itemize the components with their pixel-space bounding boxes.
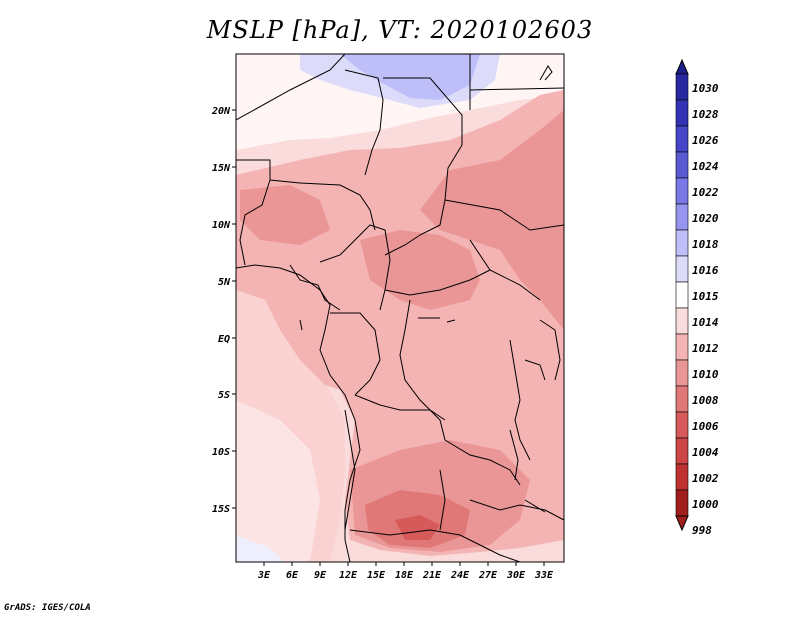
colorbar-swatch [675,151,689,179]
map-panel [236,54,564,562]
colorbar-swatch [675,125,689,153]
colorbar-swatch [675,385,689,413]
colorbar-swatch [675,307,689,335]
map-title: MSLP [hPa], VT: 2020102603 [206,16,594,44]
colorbar-label: 1030 [692,82,719,95]
colorbar-arrow-bottom [675,515,689,532]
colorbar-label: 1014 [692,316,719,329]
colorbar-label: 1000 [692,498,719,511]
colorbar-swatch [675,333,689,361]
field-1016-high [340,54,480,100]
lat-label: 15S [212,504,230,515]
coastlines [236,65,553,562]
colorbar-label: 1002 [692,472,719,485]
colorbar-label: 1010 [692,368,719,381]
colorbar-label: 1015 [692,290,719,303]
colorbar-arrow-top [675,58,689,75]
field-1008-west [240,185,330,245]
lat-axis: 20N 15N 10N 5N EQ 5S 10S 15S [211,106,236,515]
colorbar-label: 1006 [692,420,719,433]
colorbar-label: 1016 [692,264,719,277]
lon-label: 18E [395,570,414,581]
lon-label: 33E [534,570,554,581]
colorbar-swatch [675,463,689,491]
field-1008-central [360,230,480,310]
lon-label: 30E [506,570,526,581]
colorbar-swatch [675,281,689,309]
lat-label: 5N [218,277,231,288]
colorbar-label: 1020 [692,212,719,225]
lon-label: 21E [422,570,442,581]
colorbar: 1030 1028 1026 1024 1022 1020 1018 1016 1015 1014… [675,58,719,537]
colorbar-label: 998 [692,524,712,537]
lat-label: 10S [212,447,230,458]
lon-label: 9E [314,570,327,581]
lon-label: 27E [478,570,498,581]
colorbar-swatch [675,437,689,465]
lat-label: 10N [212,220,231,231]
lon-label: 6E [286,570,299,581]
colorbar-swatch [675,177,689,205]
lon-axis: 3E 6E 9E 12E 15E 18E 21E 24E 27E 30E 33E [257,562,554,581]
colorbar-swatch [675,73,689,101]
field-1004-core [395,515,440,540]
colorbar-swatch [675,411,689,439]
lat-label: 20N [211,106,231,117]
lon-label: 15E [367,570,386,581]
field-sw-1015 [236,535,285,562]
colorbar-label: 1022 [692,186,719,199]
country-borders [236,54,564,562]
colorbar-label: 1028 [692,108,719,121]
colorbar-swatch [675,489,689,517]
colorbar-label: 1024 [692,160,719,173]
colorbar-swatch [675,359,689,387]
footer-credit: GrADS: IGES/COLA [4,603,91,613]
colorbar-swatch [675,229,689,257]
field-ocean-1014 [236,400,320,562]
field-1008-east [420,110,564,330]
colorbar-swatch [675,255,689,283]
colorbar-label: 1008 [692,394,719,407]
colorbar-label: 1004 [692,446,719,459]
lat-label: 15N [212,163,231,174]
colorbar-label: 1026 [692,134,719,147]
colorbar-label: 1018 [692,238,719,251]
map-frame [235,53,565,563]
colorbar-swatch [675,203,689,231]
lat-label: EQ [218,334,230,345]
colorbar-swatch [675,99,689,127]
lon-label: 12E [339,570,358,581]
lat-label: 5S [218,390,230,401]
lon-label: 3E [257,570,271,581]
lon-label: 24E [450,570,470,581]
colorbar-label: 1012 [692,342,719,355]
